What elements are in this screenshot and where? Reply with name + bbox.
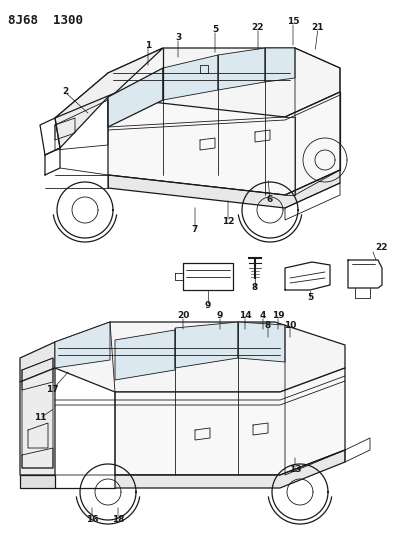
- Text: 3: 3: [175, 34, 181, 43]
- Text: 13: 13: [289, 465, 301, 474]
- Text: 17: 17: [46, 385, 59, 394]
- Text: 9: 9: [217, 311, 223, 320]
- Text: 6: 6: [267, 196, 273, 205]
- Polygon shape: [108, 170, 340, 208]
- Text: 19: 19: [272, 311, 284, 320]
- Text: 18: 18: [112, 515, 124, 524]
- Polygon shape: [20, 475, 55, 488]
- Polygon shape: [238, 322, 285, 362]
- Polygon shape: [20, 342, 55, 382]
- Text: 11: 11: [34, 414, 46, 423]
- Text: 21: 21: [312, 23, 324, 33]
- Polygon shape: [108, 68, 163, 127]
- Text: 15: 15: [287, 18, 299, 27]
- Polygon shape: [218, 48, 265, 90]
- Text: 22: 22: [252, 23, 264, 33]
- Polygon shape: [20, 368, 55, 475]
- Text: 2: 2: [62, 87, 68, 96]
- Polygon shape: [108, 92, 340, 195]
- Text: 5: 5: [212, 26, 218, 35]
- Polygon shape: [115, 330, 175, 380]
- Polygon shape: [55, 322, 345, 392]
- Polygon shape: [55, 73, 108, 148]
- Text: 4: 4: [260, 311, 266, 320]
- Text: 1: 1: [145, 41, 151, 50]
- Polygon shape: [115, 368, 345, 475]
- Text: 20: 20: [177, 311, 189, 320]
- Text: 5: 5: [307, 293, 313, 302]
- Text: 12: 12: [222, 217, 234, 227]
- Text: 7: 7: [192, 225, 198, 235]
- Text: 22: 22: [376, 243, 388, 252]
- Polygon shape: [115, 450, 345, 488]
- Text: 8J68  1300: 8J68 1300: [8, 14, 83, 27]
- Text: 8: 8: [252, 283, 258, 292]
- Polygon shape: [175, 322, 238, 368]
- Polygon shape: [55, 48, 163, 118]
- Polygon shape: [108, 48, 340, 117]
- Text: 8: 8: [265, 320, 271, 329]
- Text: 10: 10: [284, 320, 296, 329]
- Polygon shape: [265, 48, 295, 82]
- Text: 16: 16: [86, 515, 98, 524]
- Text: 9: 9: [205, 301, 211, 310]
- Text: 14: 14: [239, 311, 251, 320]
- Polygon shape: [55, 322, 110, 368]
- Polygon shape: [163, 55, 218, 100]
